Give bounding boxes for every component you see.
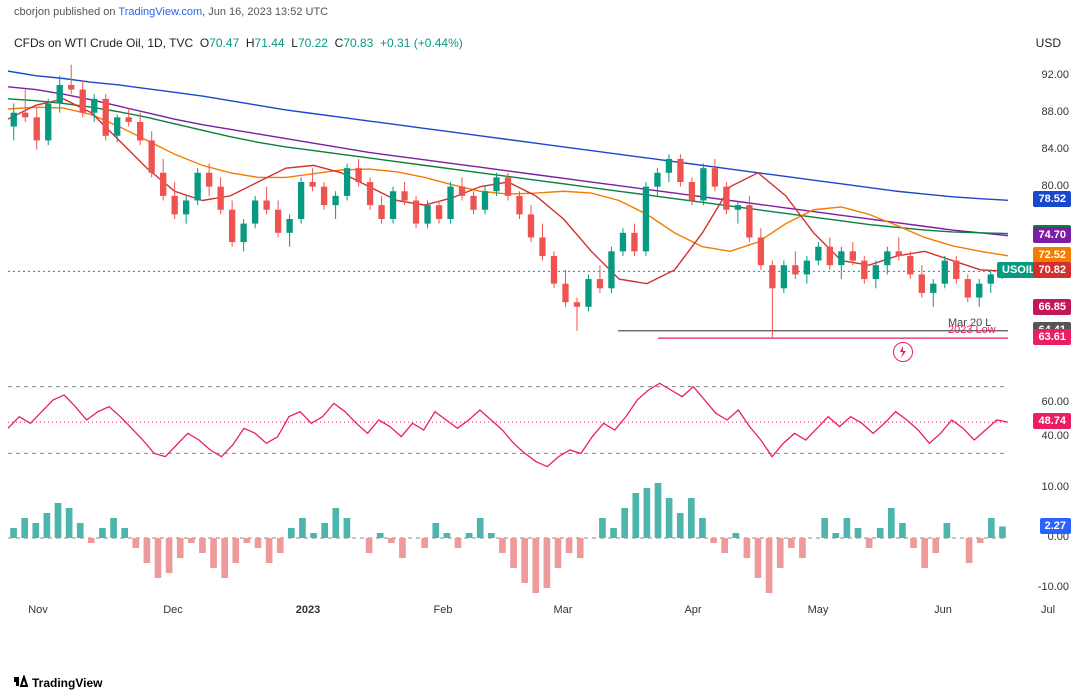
x-tick: Jun: [934, 604, 952, 616]
y-tick: 92.00: [1041, 69, 1069, 81]
price-badge: 78.52: [1033, 191, 1071, 207]
x-tick: Feb: [434, 604, 453, 616]
x-axis: NovDec2023FebMarAprMayJunJul: [8, 604, 1008, 624]
publish-header: cborjon published on TradingView.com, Ju…: [14, 6, 328, 18]
price-badge: 70.82: [1033, 262, 1071, 278]
y-tick: 84.00: [1041, 143, 1069, 155]
x-tick: Apr: [684, 604, 701, 616]
site-link[interactable]: TradingView.com: [118, 6, 202, 18]
x-tick: 2023: [296, 604, 320, 616]
price-badge: 66.85: [1033, 299, 1071, 315]
x-tick: Nov: [28, 604, 48, 616]
y-tick: 88.00: [1041, 106, 1069, 118]
macd-badge: 2.27: [1040, 518, 1071, 534]
rsi-badge: 48.74: [1033, 413, 1071, 429]
price-badge: 72.52: [1033, 247, 1071, 263]
x-tick: May: [808, 604, 829, 616]
x-tick: Dec: [163, 604, 183, 616]
price-badge: 63.61: [1033, 329, 1071, 345]
bolt-icon[interactable]: [893, 342, 913, 362]
price-badge: 74.70: [1033, 227, 1071, 243]
macd-chart[interactable]: [8, 478, 1008, 598]
price-chart[interactable]: [8, 48, 1008, 353]
macd-tick: -10.00: [1038, 581, 1069, 593]
rsi-tick: 40.00: [1041, 430, 1069, 442]
tradingview-icon: [14, 675, 28, 690]
macd-tick: 10.00: [1041, 481, 1069, 493]
x-tick: Jul: [1041, 604, 1055, 616]
rsi-tick: 60.00: [1041, 396, 1069, 408]
rsi-chart[interactable]: [8, 370, 1008, 470]
hline-label: 2023 Low: [948, 324, 996, 336]
y-tick: 80.00: [1041, 180, 1069, 192]
footer-logo[interactable]: TradingView: [14, 675, 102, 690]
x-tick: Mar: [554, 604, 573, 616]
